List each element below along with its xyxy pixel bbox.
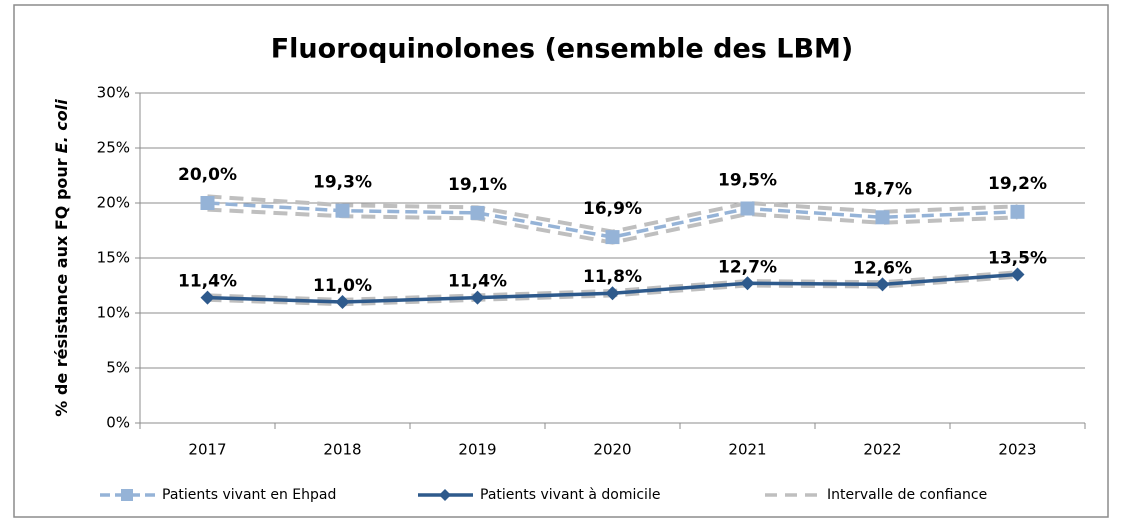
x-tick-label: 2020 (593, 441, 631, 459)
x-tick-label: 2021 (728, 441, 766, 459)
marker (335, 295, 350, 309)
data-label: 13,5% (988, 249, 1047, 269)
data-label: 19,1% (448, 175, 507, 195)
data-label: 12,6% (853, 258, 912, 278)
marker (740, 201, 755, 216)
marker (470, 290, 485, 305)
marker (1010, 204, 1025, 219)
marker (470, 205, 485, 220)
x-tick-label: 2017 (188, 441, 226, 459)
data-label: 18,7% (853, 179, 912, 199)
data-label: 11,0% (313, 276, 372, 296)
y-tick-label: 5% (106, 359, 130, 377)
chart-border (13, 4, 1109, 518)
x-tick-label: 2019 (458, 441, 496, 459)
data-label: 19,3% (313, 173, 372, 193)
data-label: 11,4% (178, 272, 237, 292)
y-axis-label-text: % de résistance aux FQ pour (52, 158, 71, 417)
marker (335, 203, 350, 218)
legend-label: Intervalle de confiance (827, 487, 987, 503)
y-axis-label: % de résistance aux FQ pour E. coli (52, 99, 71, 417)
marker (1010, 267, 1025, 282)
data-label: 20,0% (178, 165, 237, 185)
data-label: 19,5% (718, 171, 777, 191)
x-tick-label: 2018 (323, 441, 361, 459)
marker (605, 230, 620, 245)
y-tick-label: 30% (97, 84, 130, 102)
marker (740, 276, 755, 291)
marker (875, 210, 890, 225)
marker (200, 196, 215, 210)
x-tick-label: 2023 (998, 441, 1036, 459)
y-tick-label: 20% (97, 194, 130, 212)
y-tick-label: 10% (97, 304, 130, 322)
data-label: 19,2% (988, 174, 1047, 194)
marker (605, 286, 620, 301)
data-label: 11,8% (583, 267, 642, 287)
y-axis-label-italic: E. coli (52, 99, 71, 154)
legend-marker (439, 489, 451, 501)
data-label: 16,9% (583, 199, 642, 219)
marker (200, 290, 215, 305)
y-tick-label: 15% (97, 249, 130, 267)
legend-marker (121, 489, 133, 501)
y-tick-label: 25% (97, 139, 130, 157)
marker (875, 277, 890, 292)
y-tick-label: 0% (106, 414, 130, 432)
x-tick-label: 2022 (863, 441, 901, 459)
data-label: 11,4% (448, 272, 507, 292)
legend-label: Patients vivant en Ehpad (162, 487, 336, 503)
legend-label: Patients vivant à domicile (480, 487, 660, 503)
chart-title: Fluoroquinolones (ensemble des LBM) (271, 34, 854, 65)
data-label: 12,7% (718, 257, 777, 277)
